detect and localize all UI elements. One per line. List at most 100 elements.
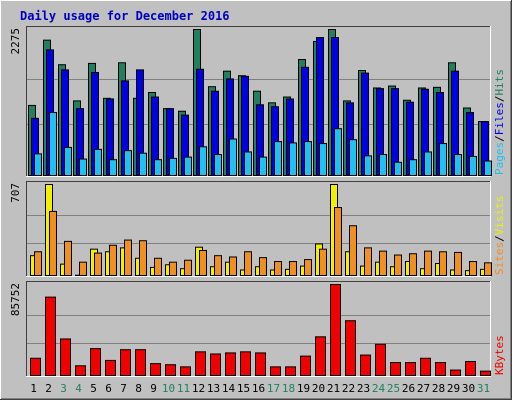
pages-bar-day-14 <box>230 139 237 175</box>
sites-bar-day-22 <box>350 226 357 276</box>
sites-bar-day-23 <box>365 248 372 276</box>
x-tick-day-18: 18 <box>282 382 295 395</box>
pages-bar-day-11 <box>185 157 192 175</box>
kbytes-bar-day-28 <box>436 363 446 376</box>
kbytes-bar-day-11 <box>181 367 191 376</box>
pages-bar-day-28 <box>440 144 447 176</box>
x-tick-day-10: 10 <box>162 382 175 395</box>
sites-bar-day-2 <box>50 211 57 275</box>
x-tick-day-20: 20 <box>312 382 325 395</box>
kbytes-bar-day-29 <box>451 370 461 375</box>
sites-bar-day-28 <box>440 252 447 276</box>
kbytes-bar-day-16 <box>256 353 266 376</box>
x-tick-day-13: 13 <box>207 382 220 395</box>
x-tick-day-15: 15 <box>237 382 250 395</box>
pages-bar-day-13 <box>215 155 222 176</box>
pages-bar-day-27 <box>425 152 432 176</box>
sites-bar-day-5 <box>95 253 102 275</box>
pages-bar-day-19 <box>305 142 312 176</box>
bottom-max-label: 85752 <box>9 283 22 316</box>
x-tick-day-16: 16 <box>252 382 265 395</box>
x-tick-day-7: 7 <box>120 382 127 395</box>
sites-bar-day-18 <box>290 262 297 276</box>
top-legend: Pages/Files/Hits <box>493 69 506 175</box>
kbytes-bar-day-14 <box>226 353 236 376</box>
sites-bar-day-17 <box>275 262 282 276</box>
kbytes-bar-day-1 <box>31 358 41 375</box>
x-tick-day-1: 1 <box>30 382 37 395</box>
x-tick-day-29: 29 <box>447 382 460 395</box>
x-tick-day-24: 24 <box>372 382 386 395</box>
sites-bar-day-15 <box>245 252 252 276</box>
pages-bar-day-8 <box>140 153 147 175</box>
pages-bar-day-17 <box>275 142 282 176</box>
pages-bar-day-21 <box>335 129 342 176</box>
kbytes-bar-day-21 <box>331 285 341 376</box>
kbytes-bar-day-24 <box>376 344 386 375</box>
sites-bar-day-30 <box>470 262 477 276</box>
pages-bar-day-6 <box>110 160 117 176</box>
kbytes-bar-day-25 <box>391 363 401 376</box>
pages-bar-day-23 <box>365 156 372 176</box>
x-tick-day-14: 14 <box>222 382 236 395</box>
kbytes-bar-day-15 <box>241 352 251 376</box>
x-tick-day-21: 21 <box>327 382 340 395</box>
sites-bar-day-7 <box>125 240 132 275</box>
pages-bar-day-31 <box>485 161 492 176</box>
top-legend-item-0: Pages <box>493 142 506 175</box>
kbytes-bar-day-26 <box>406 363 416 376</box>
top-max-label: 2275 <box>9 28 22 55</box>
sites-bar-day-8 <box>140 241 147 276</box>
sites-bar-day-3 <box>65 241 72 275</box>
kbytes-bar-day-18 <box>286 367 296 376</box>
x-tick-day-12: 12 <box>192 382 205 395</box>
kbytes-bar-day-7 <box>121 350 131 376</box>
pages-bar-day-3 <box>65 147 72 175</box>
pages-bar-day-15 <box>245 152 252 176</box>
x-tick-day-28: 28 <box>432 382 445 395</box>
x-tick-day-6: 6 <box>105 382 112 395</box>
sites-bar-day-13 <box>215 256 222 276</box>
sites-bar-day-31 <box>485 263 492 276</box>
sites-bar-day-20 <box>320 249 327 275</box>
x-tick-day-9: 9 <box>150 382 157 395</box>
kbytes-bar-day-27 <box>421 358 431 375</box>
kbytes-bar-day-2 <box>46 297 56 375</box>
x-tick-day-3: 3 <box>60 382 67 395</box>
pages-bar-day-10 <box>170 158 177 175</box>
x-tick-day-25: 25 <box>387 382 400 395</box>
pages-bar-day-25 <box>395 162 402 175</box>
x-tick-day-31: 31 <box>477 382 490 395</box>
middle-legend-item-0: Sites <box>493 242 506 275</box>
kbytes-bar-day-17 <box>271 367 281 376</box>
kbytes-bar-day-19 <box>301 356 311 375</box>
kbytes-bar-day-4 <box>76 366 86 376</box>
pages-bar-day-7 <box>125 151 132 176</box>
sites-bar-day-16 <box>260 258 267 276</box>
kbytes-bar-day-3 <box>61 339 71 376</box>
sites-bar-day-21 <box>335 208 342 276</box>
pages-bar-day-12 <box>200 147 207 176</box>
top-legend-item-4: Hits <box>493 69 506 96</box>
kbytes-bar-day-20 <box>316 337 326 376</box>
pages-bar-day-9 <box>155 160 162 176</box>
bottom-legend: KBytes <box>493 335 506 375</box>
kbytes-bar-day-8 <box>136 350 146 376</box>
bottom-legend-item-0: KBytes <box>493 335 506 375</box>
sites-bar-day-10 <box>170 262 177 275</box>
pages-bar-day-16 <box>260 157 267 175</box>
kbytes-bar-day-30 <box>466 361 476 375</box>
x-tick-day-27: 27 <box>417 382 430 395</box>
pages-bar-day-26 <box>410 160 417 176</box>
middle-max-label: 707 <box>9 183 22 203</box>
sites-bar-day-4 <box>80 262 87 275</box>
chart-title: Daily usage for December 2016 <box>20 9 230 23</box>
pages-bar-day-29 <box>455 155 462 176</box>
kbytes-bar-day-5 <box>91 349 101 376</box>
x-tick-day-11: 11 <box>177 382 190 395</box>
pages-bar-day-2 <box>50 113 57 176</box>
kbytes-bar-day-12 <box>196 352 206 376</box>
kbytes-bar-day-6 <box>106 360 116 375</box>
sites-bar-day-9 <box>155 258 162 275</box>
